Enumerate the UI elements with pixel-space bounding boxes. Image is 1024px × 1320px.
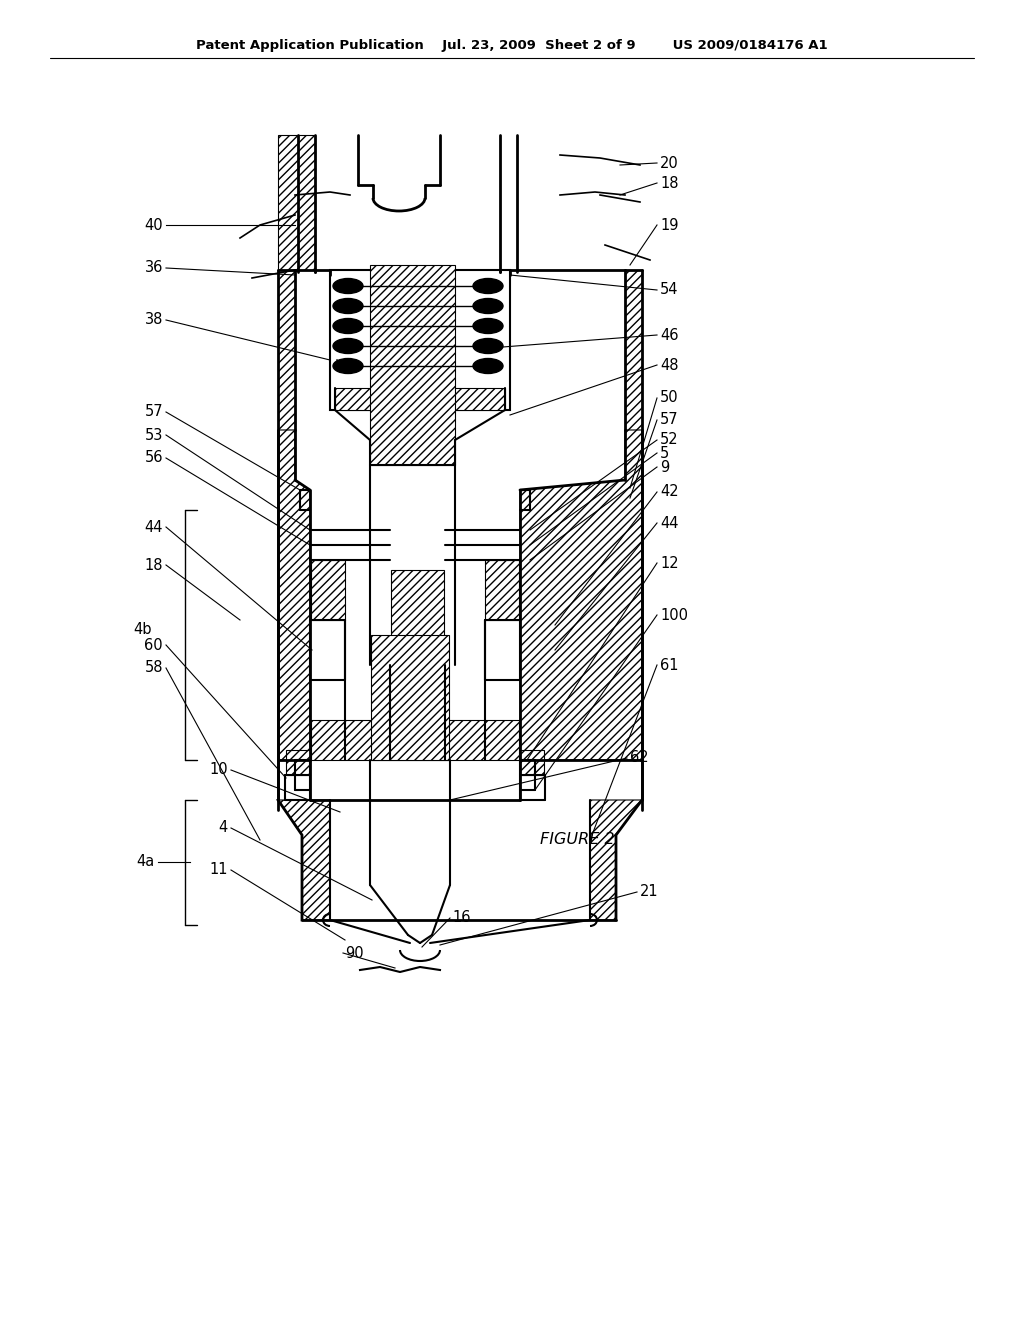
Text: 4: 4 — [219, 821, 228, 836]
Text: 9: 9 — [660, 459, 670, 474]
Text: 90: 90 — [345, 945, 364, 961]
Polygon shape — [278, 135, 315, 271]
Text: 61: 61 — [660, 657, 679, 672]
Ellipse shape — [473, 359, 503, 374]
Text: 58: 58 — [144, 660, 163, 676]
Bar — [330, 271, 510, 411]
Text: Patent Application Publication    Jul. 23, 2009  Sheet 2 of 9        US 2009/018: Patent Application Publication Jul. 23, … — [197, 38, 827, 51]
Text: 42: 42 — [660, 484, 679, 499]
Text: 11: 11 — [210, 862, 228, 878]
Text: 52: 52 — [660, 433, 679, 447]
Text: 57: 57 — [144, 404, 163, 420]
Text: 18: 18 — [144, 557, 163, 573]
Bar — [311, 719, 519, 760]
Bar — [485, 560, 519, 620]
Polygon shape — [625, 271, 642, 430]
Text: 38: 38 — [144, 313, 163, 327]
Ellipse shape — [473, 338, 503, 354]
Text: 4b: 4b — [133, 623, 152, 638]
Ellipse shape — [333, 298, 362, 314]
Text: 44: 44 — [144, 520, 163, 535]
Bar — [370, 265, 455, 465]
Polygon shape — [278, 271, 295, 430]
Polygon shape — [278, 800, 330, 920]
Text: 53: 53 — [144, 428, 163, 442]
Polygon shape — [278, 430, 310, 760]
Ellipse shape — [473, 298, 503, 314]
Text: 4a: 4a — [137, 854, 155, 870]
Text: 56: 56 — [144, 450, 163, 466]
Bar — [335, 388, 505, 411]
Ellipse shape — [333, 279, 362, 293]
Ellipse shape — [333, 338, 362, 354]
Polygon shape — [520, 430, 642, 760]
Text: FIGURE 2: FIGURE 2 — [540, 833, 614, 847]
Text: 60: 60 — [144, 638, 163, 652]
Text: 19: 19 — [660, 218, 679, 232]
Ellipse shape — [333, 359, 362, 374]
Text: 50: 50 — [660, 391, 679, 405]
Bar — [311, 560, 345, 620]
Bar — [520, 750, 544, 775]
Text: 5: 5 — [660, 446, 670, 461]
Text: 18: 18 — [660, 176, 679, 190]
Text: 10: 10 — [209, 763, 228, 777]
Text: 40: 40 — [144, 218, 163, 232]
Text: 57: 57 — [660, 412, 679, 428]
Ellipse shape — [473, 279, 503, 293]
Text: 44: 44 — [660, 516, 679, 531]
Bar — [391, 570, 444, 665]
Text: 21: 21 — [640, 884, 658, 899]
Bar — [286, 750, 310, 775]
Text: 62: 62 — [630, 751, 648, 766]
Bar — [371, 635, 449, 760]
Text: 54: 54 — [660, 282, 679, 297]
Polygon shape — [590, 800, 642, 920]
Text: 100: 100 — [660, 607, 688, 623]
Text: 46: 46 — [660, 327, 679, 342]
Text: 16: 16 — [452, 911, 470, 925]
Text: 20: 20 — [660, 156, 679, 170]
Text: 12: 12 — [660, 556, 679, 570]
Text: 36: 36 — [144, 260, 163, 276]
Text: 48: 48 — [660, 358, 679, 372]
Ellipse shape — [333, 318, 362, 334]
Ellipse shape — [473, 318, 503, 334]
